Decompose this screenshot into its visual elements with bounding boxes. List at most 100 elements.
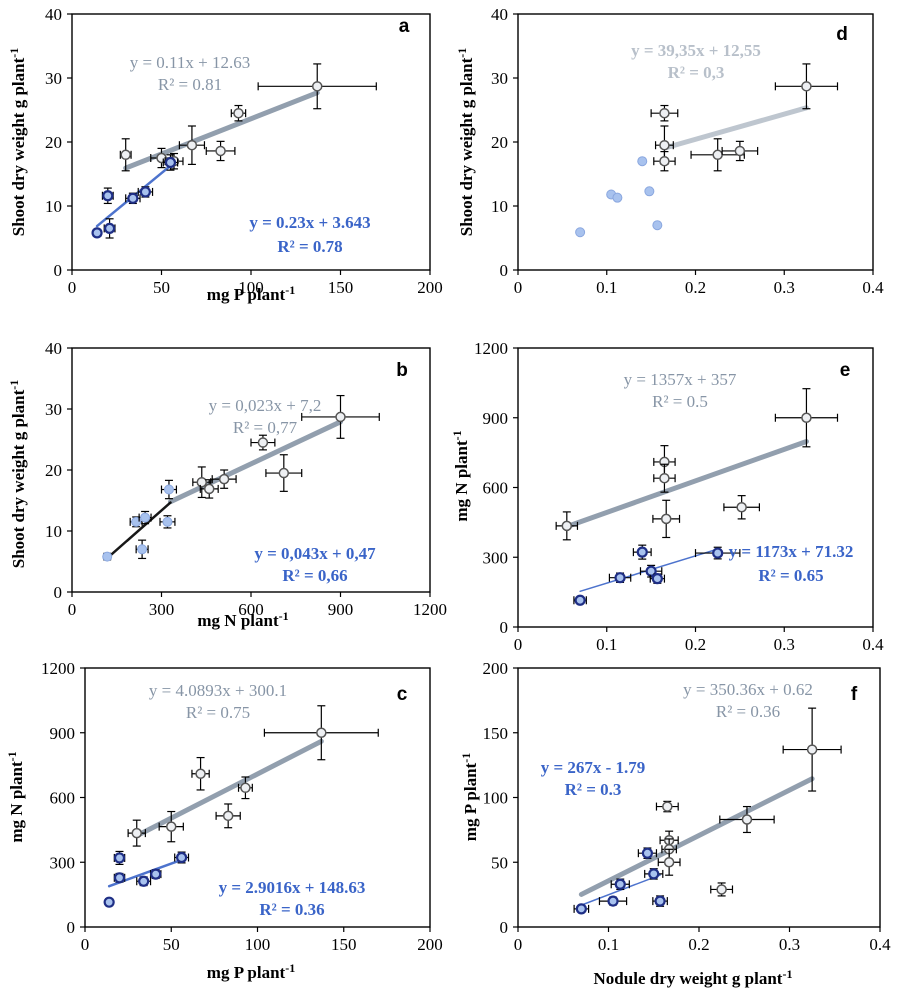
data-point-gray [120, 149, 131, 161]
x-axis-label: mg P plant-1 [207, 283, 295, 304]
y-tick-label: 1200 [474, 339, 508, 358]
data-point-blue [102, 190, 114, 202]
x-tick-label: 0.2 [685, 635, 706, 654]
y-tick-label: 50 [491, 853, 508, 872]
data-point-blue [176, 851, 188, 864]
x-tick-label: 600 [238, 600, 264, 619]
data-point-gray [659, 107, 670, 119]
trendline-gray [123, 90, 320, 171]
y-tick-label: 200 [483, 659, 509, 678]
x-tick-label: 0.1 [598, 935, 619, 954]
panel-label: b [396, 360, 408, 381]
data-point-blue [614, 572, 626, 584]
trendline-blue [105, 501, 172, 560]
y-tick-label: 0 [500, 618, 509, 637]
y-tick-label: 0 [54, 261, 63, 280]
y-tick-label: 900 [50, 724, 76, 743]
r2-blue: R² = 0.65 [758, 566, 823, 585]
y-tick-label: 0 [500, 918, 509, 937]
equation-gray: y = 1357x + 357 [624, 370, 737, 389]
r2-gray: R² = 0.5 [652, 392, 708, 411]
x-tick-label: 0.1 [596, 278, 617, 297]
y-axis-label: Shoot dry weight g plant-1 [7, 48, 28, 237]
x-tick-label: 0.4 [862, 278, 884, 297]
y-tick-label: 10 [45, 197, 62, 216]
data-point-gray [712, 149, 723, 161]
y-tick-label: 0 [54, 583, 63, 602]
data-point-gray [195, 768, 206, 780]
panel-a: 0 50 100 150 200 0 10 20 30 40 y = 0.11x + 12.63 R²… [7, 5, 443, 304]
data-point-gray [203, 483, 215, 495]
data-point-blue [644, 186, 655, 197]
trendline-gray [578, 776, 815, 897]
data-point-gray [736, 502, 747, 513]
panel-e: 0 0.1 0.2 0.3 0.4 0 300 600 900 1200 y = 1357x + 3… [450, 339, 884, 654]
data-point-blue [574, 594, 586, 606]
panel-c: 0 50 100 150 200 0 300 600 900 1200 y = 4.0893x + … [5, 659, 443, 982]
x-tick-label: 150 [331, 935, 357, 954]
data-point-blue [654, 895, 666, 907]
trendline-gray [661, 105, 809, 151]
data-point-gray [196, 476, 208, 488]
data-point-blue [651, 573, 663, 585]
data-point-blue [575, 227, 586, 238]
x-tick-label: 50 [163, 935, 180, 954]
data-point-blue [137, 544, 148, 555]
data-point-blue [139, 186, 151, 198]
data-point-gray [131, 827, 142, 839]
y-axis-label: Shoot dry weight g plant-1 [455, 48, 476, 237]
data-point-gray [218, 473, 230, 485]
y-tick-label: 40 [45, 339, 62, 358]
panel-label: e [840, 360, 851, 381]
data-point-gray [734, 145, 746, 157]
r2-blue: R² = 0.3 [565, 780, 622, 799]
panel-label: d [836, 24, 848, 45]
x-tick-label: 0 [81, 935, 90, 954]
data-point-gray [663, 857, 675, 868]
trendline-blue [580, 874, 661, 906]
y-axis-label: Shoot dry weight g plant-1 [7, 380, 28, 569]
data-point-gray [660, 513, 672, 525]
panel-d: 0 0.1 0.2 0.3 0.4 0 10 20 30 40 y = 39,35x + 12,55… [455, 5, 884, 297]
x-axis-label: mg P plant-1 [207, 961, 295, 982]
data-point-gray [215, 145, 226, 157]
plot-frame [71, 347, 431, 593]
y-tick-label: 40 [491, 5, 508, 24]
y-tick-label: 900 [483, 409, 509, 428]
panel-label: a [399, 16, 410, 37]
r2-blue: R² = 0,66 [282, 566, 347, 585]
x-tick-label: 200 [417, 935, 443, 954]
data-point-gray [741, 814, 753, 825]
data-point-blue [636, 546, 648, 558]
data-point-gray [659, 139, 670, 151]
panel-label: c [397, 684, 408, 705]
data-point-gray [311, 81, 323, 92]
plot-frame [517, 347, 874, 628]
panel-label: f [851, 684, 858, 705]
x-tick-label: 0.3 [774, 635, 795, 654]
data-point-blue [648, 868, 660, 880]
data-point-blue [91, 227, 103, 239]
data-point-gray [561, 520, 573, 532]
data-point-gray [335, 411, 346, 423]
equation-blue: y = 1173x + 71.32 [729, 542, 854, 561]
x-tick-label: 100 [238, 278, 264, 297]
x-tick-label: 0.4 [869, 935, 891, 954]
equation-gray: y = 0.11x + 12.63 [130, 53, 251, 72]
data-point-blue [164, 156, 177, 169]
r2-gray: R² = 0.36 [716, 702, 780, 721]
data-point-gray [257, 437, 269, 448]
y-tick-label: 600 [50, 789, 76, 808]
data-point-blue [127, 192, 139, 204]
x-tick-label: 0 [514, 278, 523, 297]
y-tick-label: 600 [483, 479, 509, 498]
data-point-blue [612, 192, 623, 203]
data-point-blue [641, 847, 654, 859]
y-tick-label: 10 [491, 197, 508, 216]
data-point-blue [614, 878, 626, 890]
equation-gray: y = 350.36x + 0.62 [683, 680, 813, 699]
data-point-gray [316, 727, 327, 738]
y-tick-label: 150 [483, 724, 509, 743]
data-point-blue [162, 516, 173, 527]
y-tick-label: 10 [45, 522, 62, 541]
